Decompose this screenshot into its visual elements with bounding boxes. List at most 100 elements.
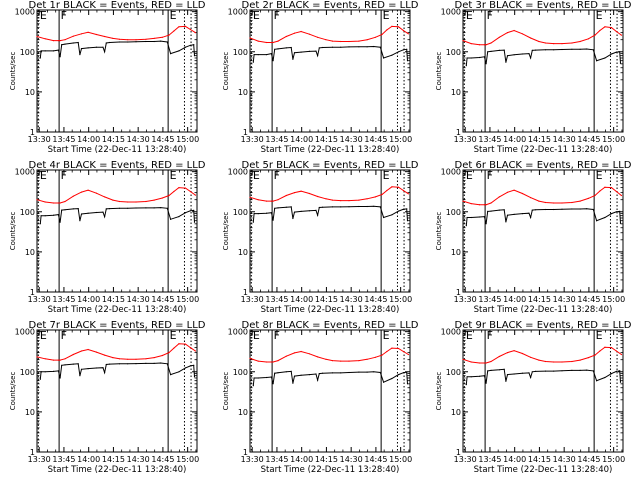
x-tick-label: 14:00 [77, 455, 100, 464]
y-axis-title: Counts/sec [9, 52, 17, 91]
data-point-lld [483, 362, 485, 364]
data-point-events [318, 47, 320, 49]
data-point-lld [485, 44, 487, 46]
data-point-lld [530, 197, 532, 199]
data-point-lld [127, 201, 129, 203]
data-point-events [193, 209, 195, 211]
data-point-lld [87, 31, 89, 33]
data-point-lld [462, 200, 464, 202]
y-tick-label: 1000 [228, 168, 248, 177]
x-tick-label: 15:00 [602, 455, 625, 464]
data-point-events [592, 49, 594, 51]
data-point-lld [587, 197, 590, 199]
data-point-events [193, 55, 196, 57]
data-point-events [87, 47, 89, 49]
y-tick-label: 1000 [15, 8, 35, 17]
data-point-lld [506, 352, 509, 354]
data-point-events [292, 217, 294, 220]
data-point-events [193, 44, 195, 46]
x-axis-title: Start Time (22-Dec-11 13:28:40) [261, 465, 400, 475]
data-point-events [318, 206, 320, 209]
event-marker-label: E [383, 9, 390, 22]
data-point-lld [561, 202, 563, 204]
data-point-lld [285, 355, 287, 357]
x-tick-label: 15:00 [602, 135, 625, 144]
x-tick-label: 14:15 [315, 135, 338, 144]
data-point-events [397, 374, 400, 376]
x-tick-label: 13:45 [52, 455, 75, 464]
data-point-events [257, 377, 259, 379]
data-point-events [72, 363, 74, 365]
event-marker-label: F [274, 9, 280, 22]
data-point-events [277, 372, 279, 374]
y-axis-title: Counts/sec [435, 212, 443, 251]
x-tick-label: 13:45 [478, 135, 501, 144]
data-point-events [340, 372, 342, 374]
data-point-lld [135, 39, 137, 41]
data-point-lld [340, 200, 342, 202]
data-point-events [272, 219, 274, 221]
data-point-lld [317, 36, 319, 38]
data-point-events [127, 41, 129, 43]
data-point-lld [325, 358, 327, 360]
x-tick-label: 14:30 [553, 295, 576, 304]
data-point-events [373, 371, 375, 373]
series-line-lld [249, 347, 409, 363]
data-point-lld [153, 357, 155, 359]
data-point-events [77, 363, 79, 365]
data-point-events [61, 209, 63, 211]
data-point-events [252, 61, 254, 63]
chart-title: Det 2r BLACK = Events, RED = LLD [242, 0, 419, 11]
data-point-lld [168, 34, 170, 36]
data-point-lld [615, 190, 618, 193]
plot-frame [36, 329, 198, 453]
data-point-lld [381, 33, 383, 36]
data-point-events [265, 376, 268, 379]
data-point-events [80, 368, 83, 370]
data-point-events [253, 377, 255, 379]
series-line-events [252, 370, 408, 386]
x-tick-label: 13:45 [478, 455, 501, 464]
data-point-events [503, 209, 505, 211]
data-point-events [528, 372, 530, 374]
data-point-lld [478, 204, 481, 206]
data-point-events [596, 220, 598, 222]
data-point-lld [331, 199, 334, 201]
data-point-events [530, 57, 532, 59]
x-tick-label: 15:00 [176, 135, 199, 144]
data-point-lld [272, 361, 274, 363]
series-line-lld [462, 26, 622, 46]
data-point-lld [153, 37, 155, 40]
data-point-events [272, 60, 274, 62]
x-tick-label: 14:45 [577, 295, 600, 304]
x-tick-label: 14:45 [151, 135, 174, 144]
data-point-events [596, 60, 598, 62]
data-point-events [265, 54, 268, 56]
plot-frame [36, 169, 198, 293]
data-point-lld [173, 190, 175, 193]
data-point-lld [530, 356, 532, 358]
data-point-lld [397, 186, 400, 188]
data-point-events [604, 57, 606, 59]
data-point-lld [485, 362, 487, 364]
x-tick-label: 14:45 [364, 295, 387, 304]
data-point-lld [265, 41, 268, 44]
data-point-events [571, 48, 573, 50]
data-point-lld [64, 200, 66, 203]
x-tick-label: 13:30 [454, 135, 477, 144]
y-tick-label: 10 [25, 408, 35, 417]
data-point-events [604, 376, 606, 379]
x-tick-label: 13:45 [52, 295, 75, 304]
data-point-lld [161, 36, 163, 38]
event-marker-label: E [383, 329, 390, 342]
y-axis-title: Counts/sec [435, 52, 443, 91]
y-tick-label: 1 [30, 448, 35, 457]
data-point-lld [513, 350, 515, 352]
data-point-events [531, 371, 533, 373]
data-point-lld [485, 204, 487, 206]
data-point-events [406, 60, 409, 62]
data-point-events [270, 212, 272, 214]
data-point-events [277, 207, 279, 209]
data-point-events [487, 51, 489, 53]
series-line-lld [36, 25, 196, 42]
